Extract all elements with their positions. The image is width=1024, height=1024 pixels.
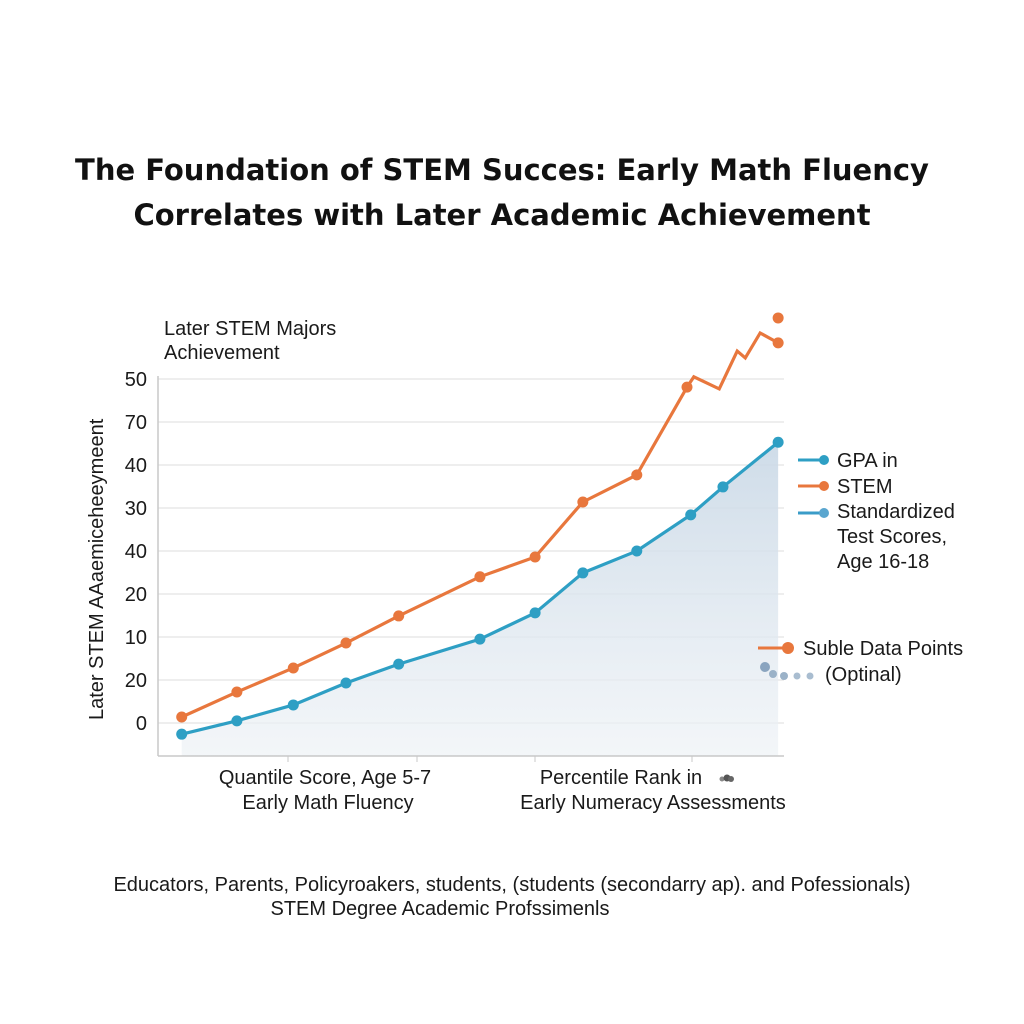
svg-text:Standardized: Standardized [837,501,955,523]
data-point [393,658,405,670]
data-point [231,715,243,727]
svg-text:STEM: STEM [837,476,893,498]
data-point [474,633,486,645]
y-tick-label: 70 [125,412,147,434]
legend-continuation-2: Age 16-18 [837,551,929,573]
y-tick-label: 20 [125,584,147,606]
data-point [772,436,784,448]
data-point [287,699,299,711]
data-point [176,728,188,740]
series-line [181,330,779,719]
y-tick-label: 30 [125,498,147,520]
data-point [631,469,643,481]
y-tick-label: 40 [125,455,147,477]
series-area-fill [181,442,779,756]
data-point [393,610,405,622]
data-point [287,662,299,674]
series-line [181,440,780,736]
data-point [529,607,541,619]
series-stem [176,312,784,723]
data-point [231,686,243,698]
data-point [529,551,541,563]
legend: GPA in STEM Standardized Test Scores, Ag… [758,450,963,686]
footer-line-2: STEM Degree Academic Profssimenls [270,898,609,920]
data-point [577,567,589,579]
y-axis-label: Later STEM AAaemiceheeymeent [86,418,108,720]
data-point [577,496,589,508]
x-label-1-line-2: Early Math Fluency [242,792,413,814]
data-point [631,545,643,557]
svg-text:Suble Data Points: Suble Data Points [803,638,963,660]
y-axis-top-label-2: Achievement [164,342,280,364]
svg-text:GPA in: GPA in [837,450,898,472]
data-point [772,337,784,349]
svg-text:(Optinal): (Optinal) [825,664,902,686]
legend-entry-gpa: GPA in [798,450,898,472]
y-tick-labels: 50 70 40 30 40 20 10 20 0 [125,369,147,735]
data-point-extra [772,312,784,324]
data-point [717,481,729,493]
smudge-icon [719,774,734,782]
chart-title-line-1: The Foundation of STEM Succes: Early Mat… [75,153,929,187]
data-point [685,509,697,521]
series-gpa [176,436,784,740]
y-axis-top-label-1: Later STEM Majors [164,318,336,340]
x-axis-ticks [287,756,693,762]
legend-entry-subtle-points: Suble Data Points (Optinal) [758,638,963,686]
data-point [340,637,352,649]
legend-entry-standardized: Standardized [798,501,955,523]
y-tick-label: 10 [125,627,147,649]
footer-line-1: Educators, Parents, Policyroakers, stude… [113,874,910,896]
x-label-1-line-1: Quantile Score, Age 5-7 [219,767,431,789]
data-point [176,711,188,723]
legend-entry-stem: STEM [798,476,893,498]
x-label-2-line-2: Early Numeracy Assessments [520,792,786,814]
y-tick-label: 50 [125,369,147,391]
y-tick-label: 40 [125,541,147,563]
y-tick-label: 20 [125,670,147,692]
data-point [340,677,352,689]
x-label-2-line-1: Percentile Rank in [540,767,702,789]
data-point [681,381,693,393]
chart-title-line-2: Correlates with Later Academic Achieveme… [133,198,870,232]
legend-continuation-1: Test Scores, [837,526,947,548]
y-tick-label: 0 [136,713,147,735]
data-point [474,571,486,583]
